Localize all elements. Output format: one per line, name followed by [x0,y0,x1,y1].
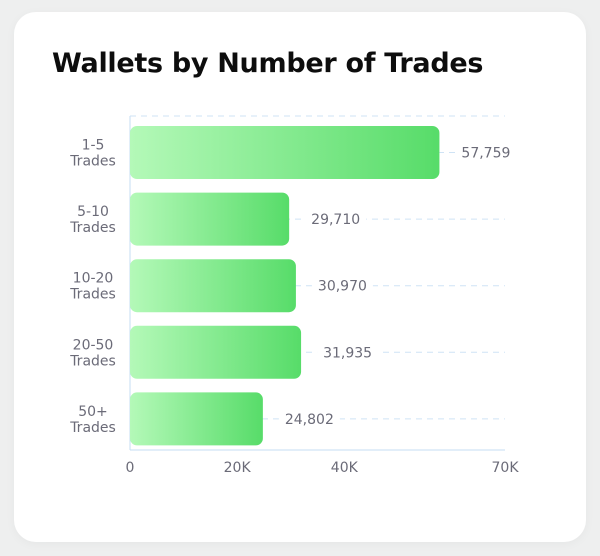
category-label: 20-50 Trades [69,337,116,369]
value-label-background [455,143,517,164]
bar [130,192,290,246]
value-label: 31,935 [323,345,372,361]
category-label: 5-10 Trades [69,204,116,236]
chart-title: Wallets by Number of Trades [52,48,484,79]
bar [130,325,302,379]
x-tick-label: 40K [331,460,359,476]
value-label-background [317,343,379,364]
value-label: 29,710 [311,212,360,228]
bar [130,259,296,313]
category-label: 1-5 Trades [69,138,116,170]
x-tick-label: 20K [224,460,252,476]
category-label: 10-20 Trades [69,271,116,303]
bar [130,126,440,179]
category-label: 50+ Trades [69,404,116,436]
value-label: 24,802 [285,412,334,428]
labels: 57,759 1-5 Trades 29,710 5-10 Trades 30,970 10-… [69,138,519,477]
chart-card: Wallets by Number of Trades [14,12,586,542]
value-label-background [305,210,367,231]
value-label-background [278,409,340,430]
bar [130,392,263,446]
value-label: 30,970 [318,279,367,295]
bars [130,126,440,446]
x-tick-label: 0 [126,460,135,476]
value-label: 57,759 [461,146,510,162]
value-label-background [311,276,373,297]
x-tick-label: 70K [492,460,520,476]
